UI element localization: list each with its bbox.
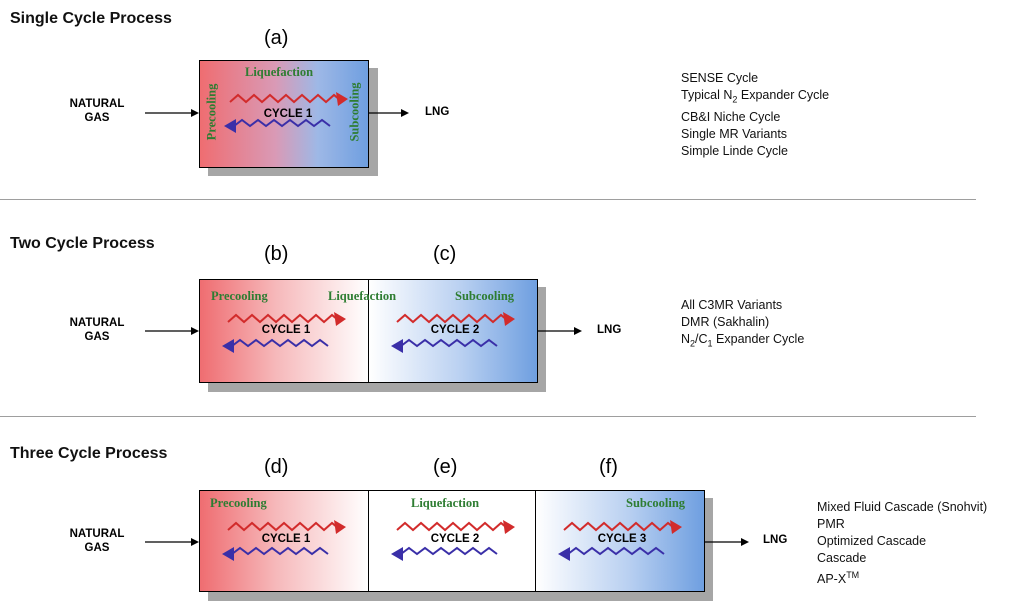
cycle-arrows-3 [558,520,682,561]
section-title-single: Single Cycle Process [10,10,172,27]
cold-zigzag-arrow [233,118,331,128]
warm-arrowhead [336,92,348,106]
label-f: (f) [599,456,618,478]
liquefaction-label: Liquefaction [328,289,397,303]
subcooling-label: Subcooling [455,289,515,303]
cold-arrowhead [224,119,236,133]
process-list-two: All C3MR Variants DMR (Sakhalin) N2/C1 E… [681,297,804,353]
label-d: (d) [264,456,289,478]
subcooling-label: Subcooling [626,496,686,510]
output-arrow [538,327,582,335]
cold-arrowhead [222,547,234,561]
list-item: Cascade [817,551,867,565]
label-e: (e) [433,456,458,478]
cold-arrowhead [391,339,403,353]
list-item: Optimized Cascade [817,534,927,548]
warm-zigzag-arrow [396,313,508,324]
cycle-3-label: CYCLE 3 [597,533,647,545]
warm-zigzag-arrow [227,313,339,324]
cold-arrowhead [222,339,234,353]
list-item: AP-XTM [817,570,860,587]
list-item: SENSE Cycle [681,71,759,85]
natural-gas-label: NATURAL GAS [69,98,125,124]
cold-zigzag-arrow [231,546,329,556]
cycle-box-subcooling [535,490,705,592]
cycle-arrows-1 [224,92,348,133]
list-item: Mixed Fluid Cascade (Snohvit) [817,500,988,514]
cycle-box-single [199,60,369,168]
cycle-arrows-1 [222,520,346,561]
warm-zigzag-arrow [229,93,341,104]
section-title-two: Two Cycle Process [10,235,155,252]
cycle-arrows-1 [222,312,346,353]
section-divider [0,416,976,417]
warm-zigzag-arrow [563,521,675,532]
output-arrow [369,109,409,117]
list-item: DMR (Sakhalin) [681,315,770,329]
precooling-label: Precooling [210,496,267,510]
output-arrow [705,538,749,546]
input-arrow [145,538,199,546]
cold-arrowhead [391,547,403,561]
cycle-box-precooling [199,490,369,592]
liquefaction-label: Liquefaction [411,496,480,510]
warm-arrowhead [334,520,346,534]
cycle-arrows-2 [391,312,515,353]
natural-gas-label: NATURAL GAS [69,317,125,343]
warm-arrowhead [334,312,346,326]
label-c: (c) [433,243,457,265]
process-list-single: SENSE Cycle Typical N2 Expander Cycle CB… [681,70,829,160]
cold-zigzag-arrow [567,546,665,556]
process-list-three: Mixed Fluid Cascade (Snohvit) PMR Optimi… [817,499,987,588]
cold-arrowhead [558,547,570,561]
cycle-box-subcooling [368,279,538,383]
list-item: All C3MR Variants [681,298,783,312]
section-title-three: Three Cycle Process [10,445,168,462]
list-item: Single MR Variants [681,126,788,141]
list-item: PMR [817,517,845,531]
cold-zigzag-arrow [400,338,498,348]
warm-zigzag-arrow [227,521,339,532]
cold-zigzag-arrow [231,338,329,348]
cycle-1-label: CYCLE 1 [261,324,311,336]
cycle-1-label: CYCLE 1 [263,108,313,120]
cycle-2-label: CYCLE 2 [430,324,480,336]
lng-label: LNG [425,106,450,118]
cycle-2-label: CYCLE 2 [430,533,480,545]
cold-zigzag-arrow [400,546,498,556]
liquefaction-label: Liquefaction [245,65,314,79]
list-item: CB&I Niche Cycle [681,109,781,124]
input-arrow [145,327,199,335]
list-item: N2/C1 Expander Cycle [681,332,805,349]
lng-label: LNG [597,324,622,336]
warm-arrowhead [670,520,682,534]
list-item: Typical N2 Expander Cycle [681,88,830,105]
lng-label: LNG [763,534,788,546]
warm-zigzag-arrow [396,521,508,532]
input-arrow [145,109,199,117]
label-a: (a) [264,27,289,49]
precooling-label: Precooling [211,289,268,303]
cycle-1-label: CYCLE 1 [261,533,311,545]
cycle-arrows-2 [391,520,515,561]
cycle-box-precooling [199,279,369,383]
cycle-box-liquefaction [368,490,536,592]
label-b: (b) [264,243,289,265]
warm-arrowhead [503,520,515,534]
section-divider [0,199,976,200]
precooling-label: Precooling [204,83,219,141]
natural-gas-label: NATURAL GAS [69,528,125,554]
warm-arrowhead [503,312,515,326]
list-item: Simple Linde Cycle [681,143,788,158]
